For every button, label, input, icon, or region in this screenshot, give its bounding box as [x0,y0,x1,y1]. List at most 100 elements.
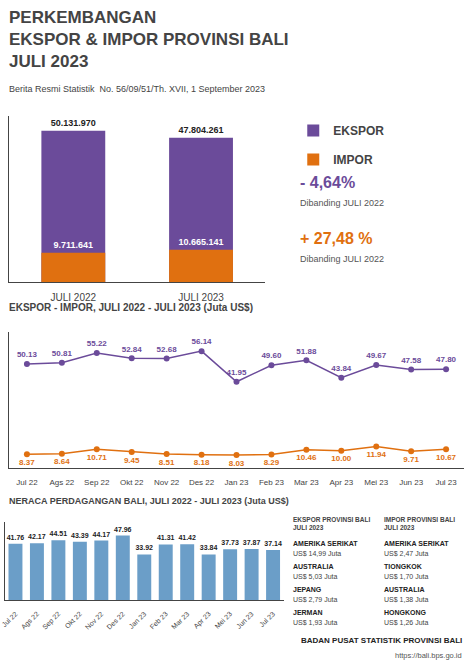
svg-text:HONGKONG: HONGKONG [384,609,427,616]
svg-text:47.58: 47.58 [401,356,422,365]
svg-text:- 4,64%: - 4,64% [300,174,355,191]
svg-text:BADAN PUSAT STATISTIK PROVINSI: BADAN PUSAT STATISTIK PROVINSI BALI [301,636,462,645]
svg-text:AUSTRALIA: AUSTRALIA [293,563,333,570]
svg-text:8.18: 8.18 [194,458,210,467]
svg-text:33.84: 33.84 [200,544,218,551]
svg-text:37.87: 37.87 [243,539,261,546]
svg-text:Jan 23: Jan 23 [128,610,148,630]
svg-text:41.95: 41.95 [226,368,247,377]
svg-text:43.39: 43.39 [71,532,89,539]
svg-text:Jun 23: Jun 23 [235,610,255,630]
svg-text:JULI 2023: JULI 2023 [178,292,224,303]
svg-text:US$ 2,47 Juta: US$ 2,47 Juta [384,550,428,557]
svg-text:EKSPOR: EKSPOR [333,124,384,138]
svg-text:10.00: 10.00 [331,454,352,463]
svg-text:10.67: 10.67 [436,453,457,462]
svg-text:Mar 23: Mar 23 [294,478,319,487]
svg-text:Jan 23: Jan 23 [224,478,249,487]
svg-text:Jul 22: Jul 22 [0,610,18,628]
svg-text:41.76: 41.76 [7,534,25,541]
svg-text:Mei 23: Mei 23 [364,478,389,487]
svg-text:50.81: 50.81 [52,349,73,358]
svg-text:JEPANG: JEPANG [293,586,322,593]
svg-text:37.73: 37.73 [221,539,239,546]
svg-text:Ags 22: Ags 22 [49,478,74,487]
svg-text:47.80: 47.80 [436,355,457,364]
svg-text:PERKEMBANGANEKSPOR & IMPOR PRO: PERKEMBANGANEKSPOR & IMPOR PROVINSI BALI… [9,8,289,71]
svg-text:8.51: 8.51 [159,458,175,467]
svg-text:Jul 23: Jul 23 [435,478,457,487]
svg-text:Okt 22: Okt 22 [120,478,144,487]
svg-text:Ags 22: Ags 22 [20,610,41,631]
svg-text:Feb 23: Feb 23 [259,478,284,487]
svg-text:JERMAN: JERMAN [293,609,323,616]
svg-text:US$ 1,93 Juta: US$ 1,93 Juta [293,619,337,626]
svg-text:AUSTRALIA: AUSTRALIA [384,586,424,593]
svg-text:Dibanding JULI 2022: Dibanding JULI 2022 [300,198,384,208]
svg-text:8.37: 8.37 [19,458,35,467]
svg-text:9.711.641: 9.711.641 [54,240,94,250]
svg-text:IMPOR PROVINSI BALIJULI 2023: IMPOR PROVINSI BALIJULI 2023 [384,516,455,531]
svg-text:9.71: 9.71 [403,455,419,464]
svg-text:52.68: 52.68 [157,345,178,354]
svg-text:US$ 1,70 Juta: US$ 1,70 Juta [384,573,428,580]
svg-text:37.14: 37.14 [264,540,282,547]
svg-text:10.71: 10.71 [87,453,108,462]
svg-text:Dibanding JULI 2022: Dibanding JULI 2022 [300,254,384,264]
svg-text:AMERIKA SERIKAT: AMERIKA SERIKAT [384,540,449,547]
svg-text:US$ 1,38 Juta: US$ 1,38 Juta [384,596,428,603]
svg-text:US$ 1,26 Juta: US$ 1,26 Juta [384,619,428,626]
svg-text:33.92: 33.92 [135,544,153,551]
svg-text:10.665.141: 10.665.141 [179,237,224,247]
svg-text:11.94: 11.94 [366,450,386,459]
svg-text:10.46: 10.46 [296,453,317,462]
svg-text:Jun 23: Jun 23 [399,478,424,487]
svg-text:IMPOR: IMPOR [333,153,373,167]
svg-text:49.60: 49.60 [261,351,282,360]
svg-text:AMERIKA SERIKAT: AMERIKA SERIKAT [293,540,358,547]
svg-text:9.45: 9.45 [124,456,140,465]
svg-text:56.14: 56.14 [192,337,213,346]
svg-text:Apr 23: Apr 23 [192,610,212,630]
svg-text:Berita Resmi Statistik No. 56: Berita Resmi Statistik No. 56/09/51/Th. … [9,84,265,94]
svg-text:8.03: 8.03 [229,459,245,468]
svg-text:49.67: 49.67 [366,351,387,360]
svg-text:50.13: 50.13 [17,350,38,359]
svg-text:Des 22: Des 22 [105,610,126,631]
svg-text:Nov 22: Nov 22 [154,478,180,487]
svg-text:44.17: 44.17 [93,531,111,538]
svg-text:52.84: 52.84 [122,345,143,354]
svg-text:EKSPOR PROVINSI BALIJULI 2023: EKSPOR PROVINSI BALIJULI 2023 [293,516,370,531]
svg-text:43.84: 43.84 [331,364,352,373]
svg-text:8.29: 8.29 [264,458,280,467]
svg-text:US$ 5,03 Juta: US$ 5,03 Juta [293,573,337,580]
svg-text:41.31: 41.31 [157,534,175,541]
svg-text:https://bali.bps.go.id: https://bali.bps.go.id [395,651,462,660]
svg-text:41.42: 41.42 [178,534,196,541]
svg-text:Sep 22: Sep 22 [41,610,62,631]
svg-text:Des 22: Des 22 [189,478,215,487]
svg-text:47.804.261: 47.804.261 [179,125,224,135]
svg-text:47.96: 47.96 [114,526,132,533]
svg-text:EKSPOR - IMPOR, JULI 2022 - JU: EKSPOR - IMPOR, JULI 2022 - JULI 2023 (J… [9,302,253,313]
svg-text:Sep 22: Sep 22 [84,478,110,487]
svg-text:Feb 23: Feb 23 [149,610,169,630]
svg-text:51.88: 51.88 [296,347,317,356]
svg-text:44.51: 44.51 [50,530,68,537]
svg-text:50.131.970: 50.131.970 [51,118,96,128]
svg-text:55.22: 55.22 [87,339,108,348]
svg-text:Mei 23: Mei 23 [214,610,234,630]
svg-text:TIONGKOK: TIONGKOK [384,563,422,570]
svg-text:NERACA PERDAGANGAN BALI, JULI: NERACA PERDAGANGAN BALI, JULI 2022 - JUL… [9,496,289,506]
svg-text:Jul 22: Jul 22 [16,478,38,487]
svg-text:JULI 2022: JULI 2022 [51,292,97,303]
svg-text:8.64: 8.64 [54,457,70,466]
svg-text:Apr 23: Apr 23 [330,478,354,487]
svg-text:US$ 14,99 Juta: US$ 14,99 Juta [293,550,341,557]
svg-text:+ 27,48 %: + 27,48 % [300,230,373,247]
svg-text:Nov 22: Nov 22 [84,610,105,631]
svg-text:Okt 22: Okt 22 [64,610,84,630]
svg-text:US$ 2,79 Juta: US$ 2,79 Juta [293,596,337,603]
svg-text:Jul 23: Jul 23 [258,610,276,628]
svg-text:Mar 23: Mar 23 [170,610,190,630]
